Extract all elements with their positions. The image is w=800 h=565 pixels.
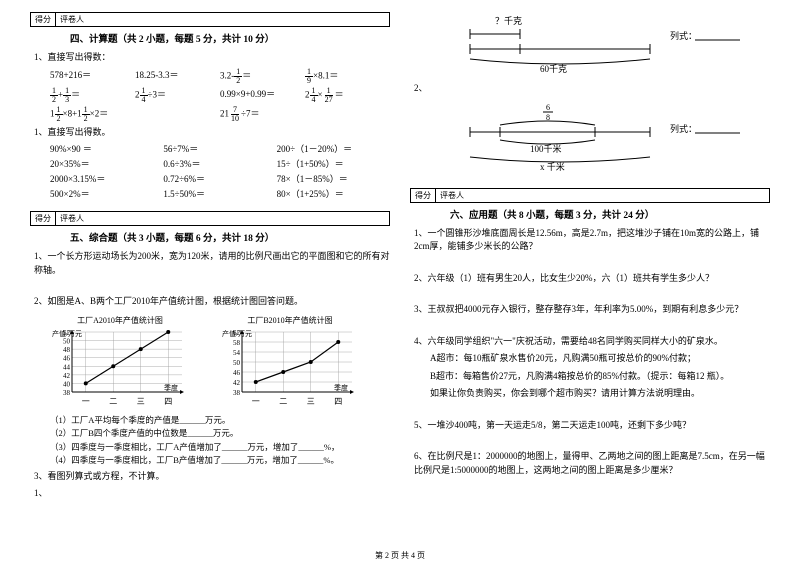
s5-sub1: （1）工厂A平均每个季度的产值是______万元。: [50, 414, 390, 428]
s5-q1: 1、一个长方形运动场长为200米，宽为120米，请用的比例尺画出它的平面图和它的…: [34, 250, 390, 277]
s6-q3: 3、王叔叔把4000元存入银行，整存整存3年，年利率为5.00%，到期有利息多少…: [414, 303, 770, 317]
s4-row2: 12+13＝214÷3＝0.99×9+0.99＝214×127＝: [50, 87, 390, 104]
svg-text:三: 三: [137, 397, 145, 406]
svg-text:54: 54: [233, 349, 241, 357]
svg-text:50: 50: [233, 359, 241, 367]
svg-text:四: 四: [164, 397, 172, 406]
chart-b-title: 工厂B2010年产值统计图: [220, 315, 360, 326]
svg-text:产值/万元: 产值/万元: [222, 329, 252, 338]
svg-text:58: 58: [233, 339, 241, 347]
diagram-2: 6 8 100千米 x 千米 列式：: [440, 102, 770, 174]
right-column: ？千克 60千克 列式： 2、 6 8 100千米: [410, 10, 770, 555]
svg-text:46: 46: [233, 369, 241, 377]
score-label: 得分: [31, 212, 56, 225]
s6-q4a: A超市：每10瓶矿泉水售价20元，凡购满50瓶可按总价的90%付款；: [430, 352, 770, 366]
chart-a-svg: 3840424446485052一二三四产值/万元季度: [50, 328, 190, 408]
score-label: 得分: [31, 13, 56, 26]
s6-q4c: 如果让你负责购买，你会到哪个超市购买？请用计算方法说明理由。: [430, 387, 770, 401]
score-box-5: 得分 评卷人: [30, 211, 390, 226]
s6-q2: 2、六年级（1）班有男生20人，比女生少20%，六（1）班共有学生多少人？: [414, 272, 770, 286]
chart-a: 工厂A2010年产值统计图 3840424446485052一二三四产值/万元季…: [50, 315, 190, 410]
section5-title: 五、综合题（共 3 小题，每题 6 分，共计 18 分）: [70, 230, 390, 244]
score-box-6: 得分 评卷人: [410, 188, 770, 203]
svg-text:一: 一: [82, 397, 90, 406]
svg-text:48: 48: [63, 346, 71, 354]
svg-text:四: 四: [334, 397, 342, 406]
svg-text:44: 44: [63, 363, 71, 371]
svg-text:40: 40: [63, 380, 71, 388]
page-footer: 第 2 页 共 4 页: [0, 550, 800, 561]
svg-text:38: 38: [233, 389, 241, 397]
s4-row6: 2000×3.15%＝0.72÷6%＝78×（1－85%）＝: [50, 172, 390, 185]
svg-text:一: 一: [252, 397, 260, 406]
s4-row3: 112×8+112×2＝21710÷7＝: [50, 106, 390, 123]
svg-text:二: 二: [279, 397, 287, 406]
d2-num: 2、: [414, 82, 770, 96]
d2-bottom: 100千米: [530, 143, 562, 154]
d1-bottom: 60千克: [540, 64, 567, 74]
svg-text:50: 50: [63, 337, 71, 345]
grader-label: 评卷人: [56, 212, 88, 225]
d1-top: ？千克: [495, 16, 522, 26]
s4-row7: 500×2%＝1.5÷50%＝80×（1+25%）＝: [50, 187, 390, 200]
score-box-4: 得分 评卷人: [30, 12, 390, 27]
s6-q5: 5、一堆沙400吨，第一天运走5/8，第二天运走100吨，还剩下多少吨？: [414, 419, 770, 433]
s4-q2: 1、直接写出得数。: [34, 126, 390, 140]
chart-a-title: 工厂A2010年产值统计图: [50, 315, 190, 326]
chart-b-svg: 38424650545862一二三四产值/万元季度: [220, 328, 360, 408]
svg-text:季度: 季度: [334, 383, 348, 392]
svg-text:38: 38: [63, 389, 71, 397]
s6-q6: 6、在比例尺是1：2000000的地图上，量得甲、乙两地之间的图上距离是7.5c…: [414, 450, 770, 477]
score-label: 得分: [411, 189, 436, 202]
diagram-1-svg: ？千克 60千克 列式：: [440, 14, 740, 74]
svg-text:季度: 季度: [164, 383, 178, 392]
s5-q3-1: 1、: [34, 487, 390, 501]
svg-text:46: 46: [63, 354, 71, 362]
svg-text:二: 二: [109, 397, 117, 406]
s5-sub3: （3）四季度与一季度相比，工厂A产值增加了______万元，增加了______%…: [50, 441, 390, 455]
section4-title: 四、计算题（共 2 小题，每题 5 分，共计 10 分）: [70, 31, 390, 45]
s4-row4: 90%×90 ＝56÷7%＝200÷（1－20%）＝: [50, 142, 390, 155]
charts-container: 工厂A2010年产值统计图 3840424446485052一二三四产值/万元季…: [50, 315, 390, 410]
diagram-1: ？千克 60千克 列式：: [440, 14, 770, 76]
s6-q1: 1、一个圆锥形沙堆底面周长是12.56m，高是2.7m，把这堆沙子铺在10m宽的…: [414, 227, 770, 254]
s5-q2: 2、如图是A、B两个工厂2010年产值统计图，根据统计图回答问题。: [34, 295, 390, 309]
diagram-2-svg: 6 8 100千米 x 千米 列式：: [440, 102, 740, 172]
chart-b: 工厂B2010年产值统计图 38424650545862一二三四产值/万元季度: [220, 315, 360, 410]
s6-q4: 4、六年级同学组织"六一"庆祝活动，需要给48名同学购买同样大小的矿泉水。: [414, 335, 770, 349]
svg-text:42: 42: [233, 379, 241, 387]
grader-label: 评卷人: [436, 189, 468, 202]
grader-label: 评卷人: [56, 13, 88, 26]
d2-fn: 6: [546, 103, 550, 112]
svg-text:42: 42: [63, 371, 71, 379]
s6-q4b: B超市：每箱售价27元，凡购满4箱按总价的85%付款。（提示：每箱12 瓶）。: [430, 370, 770, 384]
s4-q1: 1、直接写出得数：: [34, 51, 390, 65]
s5-q3: 3、看图列算式或方程，不计算。: [34, 470, 390, 484]
s5-sub2: （2）工厂B四个季度产值的中位数是______万元。: [50, 427, 390, 441]
s5-sub4: （4）四季度与一季度相比，工厂B产值增加了______万元，增加了______%…: [50, 454, 390, 468]
svg-text:三: 三: [307, 397, 315, 406]
s4-row5: 20×35%＝0.6÷3%＝15÷（1+50%）＝: [50, 157, 390, 170]
d2-label: 列式：: [670, 123, 697, 134]
section6-title: 六、应用题（共 8 小题，每题 3 分，共计 24 分）: [450, 207, 770, 221]
s4-row1: 578+216＝18.25-3.3＝3.2-12＝19×8.1＝: [50, 68, 390, 85]
d1-label: 列式：: [670, 30, 697, 41]
svg-text:产值/万元: 产值/万元: [52, 329, 82, 338]
left-column: 得分 评卷人 四、计算题（共 2 小题，每题 5 分，共计 10 分） 1、直接…: [30, 10, 390, 555]
d2-var: x 千米: [540, 161, 565, 172]
